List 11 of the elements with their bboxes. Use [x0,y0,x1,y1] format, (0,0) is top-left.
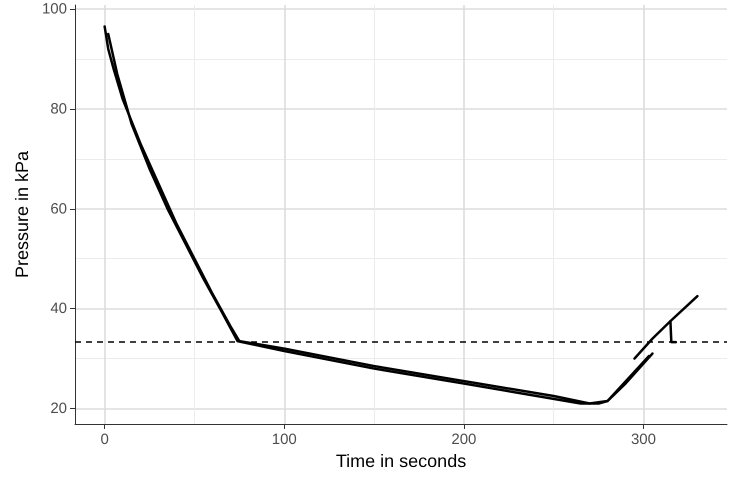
y-axis-title: Pressure in kPa [12,150,32,278]
y-tick-label: 40 [50,300,67,318]
y-tick-label: 100 [42,0,67,18]
y-tick-label: 60 [50,200,67,218]
x-tick-label: 0 [100,431,109,448]
x-tick-label: 200 [451,431,476,448]
y-tick-label: 20 [50,400,67,418]
x-axis-title: Time in seconds [336,451,466,471]
x-tick-label: 100 [272,431,297,448]
y-tick-label: 80 [50,100,67,118]
x-tick-label: 300 [630,431,656,448]
